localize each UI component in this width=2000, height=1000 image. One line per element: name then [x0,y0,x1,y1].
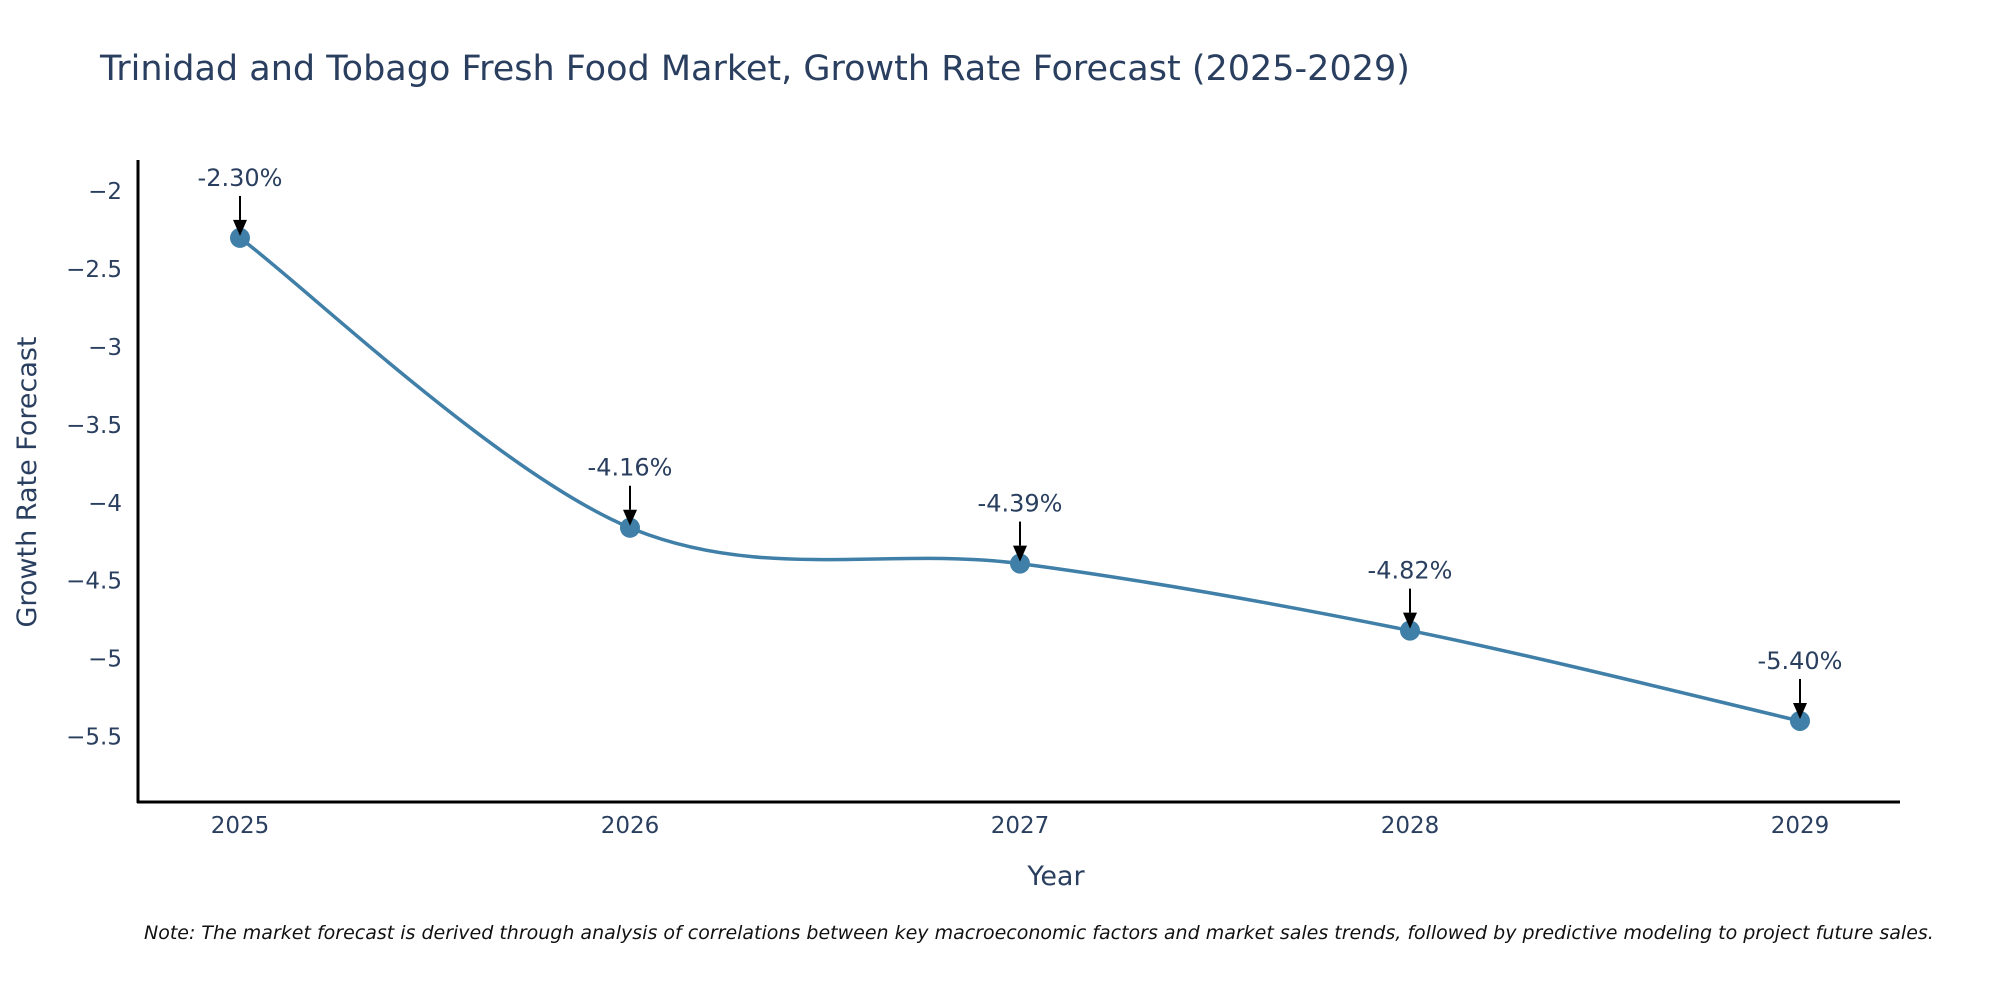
x-tick-label: 2029 [1771,813,1830,839]
x-tick-label: 2027 [991,813,1050,839]
annotation-arrow-head [1403,612,1417,629]
y-tick-label: −3.5 [66,413,122,439]
annotation-arrow-head [1013,545,1027,562]
axes [136,160,1900,804]
y-axis-title: Growth Rate Forecast [12,336,43,627]
y-tick-label: −2 [88,179,122,205]
x-tick-label: 2025 [211,813,270,839]
y-tick-label: −5.5 [66,725,122,751]
annotation-arrow-head [233,219,247,236]
series-line [238,236,1801,723]
x-tick-labels: 2025 2026 2027 2028 2029 [211,813,1830,839]
data-points [230,227,1810,731]
data-point [620,517,640,538]
annotation-arrow-head [1793,702,1807,719]
data-point [1790,710,1810,731]
annotation-label: -4.82% [1368,557,1453,585]
x-axis-title: Year [1026,861,1085,892]
x-tick-label: 2026 [601,813,660,839]
data-annotations: -2.30% -4.16% -4.39% -4.82% -5.40% [198,164,1843,719]
footnote: Note: The market forecast is derived thr… [144,922,1934,944]
data-point [1400,620,1420,641]
y-tick-label: −4 [88,491,122,517]
y-tick-label: −5 [88,647,122,673]
data-point [230,227,250,248]
annotation: -4.82% [1368,557,1453,629]
annotation: -4.16% [588,454,673,526]
x-tick-label: 2028 [1381,813,1440,839]
annotation-label: -4.16% [588,454,673,482]
annotation: -4.39% [978,490,1063,562]
y-tick-labels: −2 −2.5 −3 −3.5 −4 −4.5 −5 −5.5 [66,179,122,750]
annotation-label: -2.30% [198,164,283,192]
series-path [238,236,1801,723]
y-tick-label: −4.5 [66,569,122,595]
annotation-label: -5.40% [1758,647,1843,675]
annotation-label: -4.39% [978,490,1063,518]
annotation-arrow-head [623,509,637,526]
y-tick-label: −3 [88,335,122,361]
data-point [1010,553,1030,574]
annotation: -2.30% [198,164,283,236]
y-tick-label: −2.5 [66,257,122,283]
chart-title: Trinidad and Tobago Fresh Food Market, G… [99,49,1410,89]
annotation: -5.40% [1758,647,1843,719]
